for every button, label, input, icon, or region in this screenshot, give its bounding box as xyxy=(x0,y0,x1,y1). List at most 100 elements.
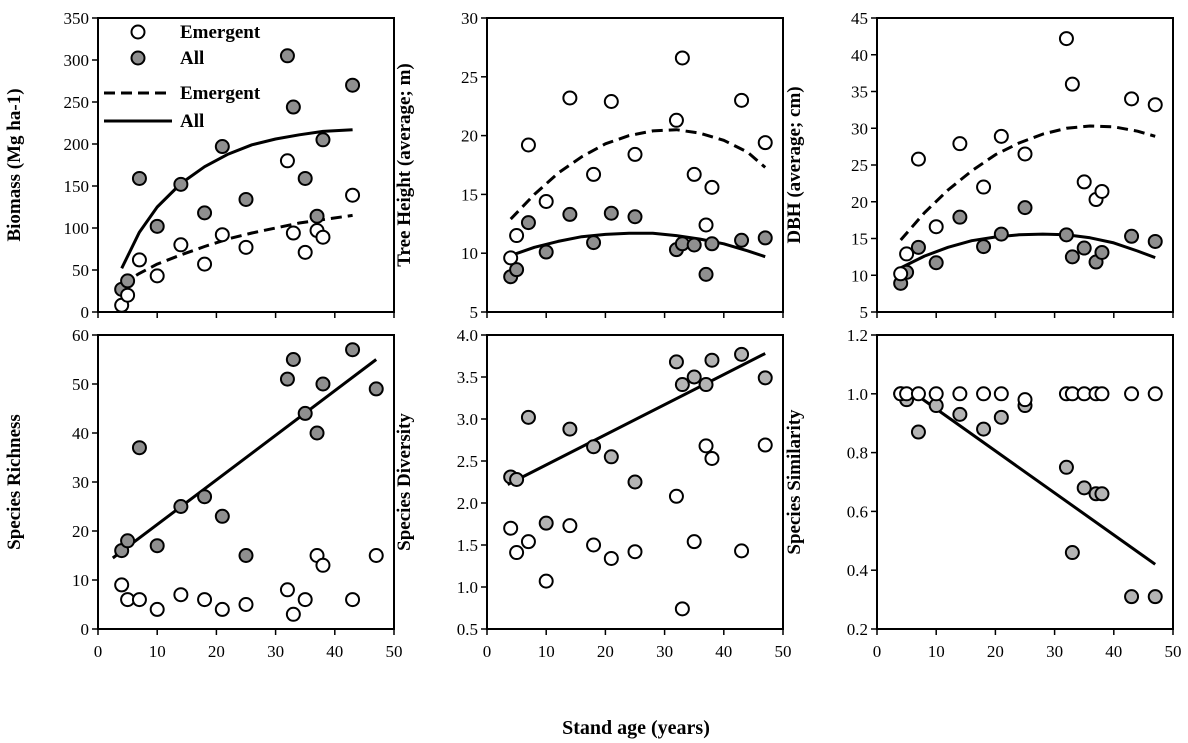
data-point-all xyxy=(1064,249,1080,265)
fit-line-emergent xyxy=(899,124,1156,241)
y-tick-label: 35 xyxy=(851,83,868,102)
data-point-all xyxy=(668,354,684,370)
panel-1: 0 50 100 150 200 250 300 350 Biomass (Mg ha-1) xyxy=(4,9,395,322)
data-point-emergent xyxy=(285,225,301,241)
data-point-all xyxy=(603,205,619,221)
data-point-all xyxy=(686,237,702,253)
x-tick-label: 0 xyxy=(483,642,492,661)
data-point-emergent xyxy=(197,592,213,608)
y-tick-label: 350 xyxy=(64,9,90,28)
data-point-all xyxy=(1094,244,1110,260)
data-point-all xyxy=(757,370,773,386)
data-point-all xyxy=(1058,227,1074,243)
data-point-all xyxy=(214,508,230,524)
data-point-all xyxy=(173,499,189,514)
y-tick-label: 1.2 xyxy=(847,326,868,345)
data-point-emergent xyxy=(1064,76,1080,92)
data-point-emergent xyxy=(279,582,295,598)
y-tick-label: 0 xyxy=(81,620,90,639)
y-tick-label: 50 xyxy=(72,261,89,280)
data-point-all xyxy=(704,352,720,368)
data-point-emergent xyxy=(993,386,1009,402)
data-point-all xyxy=(509,471,525,487)
data-point-all xyxy=(627,474,643,490)
data-point-all xyxy=(279,48,295,64)
legend: Emergent All Emergent All xyxy=(104,22,261,132)
data-point-emergent xyxy=(704,179,720,195)
data-point-emergent xyxy=(120,287,136,303)
y-axis-title: Species Similarity xyxy=(784,409,805,555)
y-tick-label: 100 xyxy=(64,219,90,238)
data-point-all xyxy=(285,352,301,367)
y-tick-label: 3.0 xyxy=(457,410,478,429)
y-tick-label: 30 xyxy=(851,119,868,138)
legend-label: Emergent xyxy=(180,22,261,43)
fit-line-all xyxy=(900,232,1156,270)
data-point-all xyxy=(1076,480,1092,496)
data-point-all xyxy=(976,239,992,255)
plot-frame xyxy=(97,17,395,313)
data-point-emergent xyxy=(976,179,992,195)
data-point-emergent xyxy=(562,518,578,534)
data-point-all xyxy=(1124,228,1140,244)
data-point-emergent xyxy=(279,153,295,169)
data-point-emergent xyxy=(686,534,702,550)
fit-line-all xyxy=(507,352,766,486)
y-tick-label: 0.5 xyxy=(457,620,478,639)
data-point-emergent xyxy=(603,93,619,109)
y-tick-label: 4.0 xyxy=(457,326,478,345)
data-point-emergent xyxy=(734,92,750,108)
data-point-all xyxy=(538,515,554,531)
data-point-emergent xyxy=(910,386,926,402)
data-point-emergent xyxy=(1147,386,1163,402)
data-point-all xyxy=(120,273,136,289)
y-tick-label: 250 xyxy=(64,93,90,112)
data-point-all xyxy=(120,533,136,549)
data-point-emergent xyxy=(1058,31,1074,47)
y-tick-label: 5 xyxy=(860,303,869,322)
x-tick-label: 30 xyxy=(267,642,284,661)
x-tick-label: 50 xyxy=(386,642,403,661)
common-x-axis-title: Stand age (years) xyxy=(562,717,710,739)
data-point-all xyxy=(345,77,361,93)
data-point-all xyxy=(976,421,992,437)
y-tick-label: 1.0 xyxy=(457,578,478,597)
y-tick-label: 0.8 xyxy=(847,444,868,463)
x-tick-label: 50 xyxy=(1165,642,1182,661)
data-point-all xyxy=(285,99,301,115)
data-point-emergent xyxy=(520,534,536,550)
panel-4: 0 10 20 30 40 50 60 0 10 20 30 40 50 Species Richness xyxy=(4,326,403,661)
data-point-emergent xyxy=(910,151,926,167)
y-tick-label: 30 xyxy=(72,473,89,492)
data-point-all xyxy=(315,132,331,148)
data-point-emergent xyxy=(197,256,213,272)
data-point-emergent xyxy=(538,573,554,589)
y-tick-label: 40 xyxy=(72,424,89,443)
data-point-emergent xyxy=(668,112,684,128)
fit-line-emergent xyxy=(120,213,353,286)
data-point-all xyxy=(197,489,213,505)
data-point-emergent xyxy=(173,587,189,603)
data-point-all xyxy=(993,409,1009,425)
data-point-emergent xyxy=(757,135,773,151)
data-point-all xyxy=(1058,459,1074,475)
data-point-emergent xyxy=(509,545,525,561)
fit-line-emergent xyxy=(509,128,767,221)
data-point-all xyxy=(1064,545,1080,561)
data-point-emergent xyxy=(315,557,331,573)
data-point-emergent xyxy=(734,543,750,559)
data-point-all xyxy=(952,406,968,422)
data-point-all xyxy=(704,236,720,252)
x-tick-label: 40 xyxy=(326,642,343,661)
data-point-emergent xyxy=(173,237,189,253)
panel-5: 0.5 1.0 1.5 2.0 2.5 3.0 3.5 4.0 0 10 20 30 40 50 Speci… xyxy=(394,326,792,661)
data-point-emergent xyxy=(899,246,915,262)
data-point-all xyxy=(309,208,325,224)
y-axis-title: Species Richness xyxy=(4,414,25,550)
data-point-all xyxy=(627,209,643,225)
x-tick-label: 40 xyxy=(715,642,732,661)
data-point-emergent xyxy=(928,219,944,235)
data-point-all xyxy=(1094,486,1110,502)
data-point-emergent xyxy=(114,577,130,593)
